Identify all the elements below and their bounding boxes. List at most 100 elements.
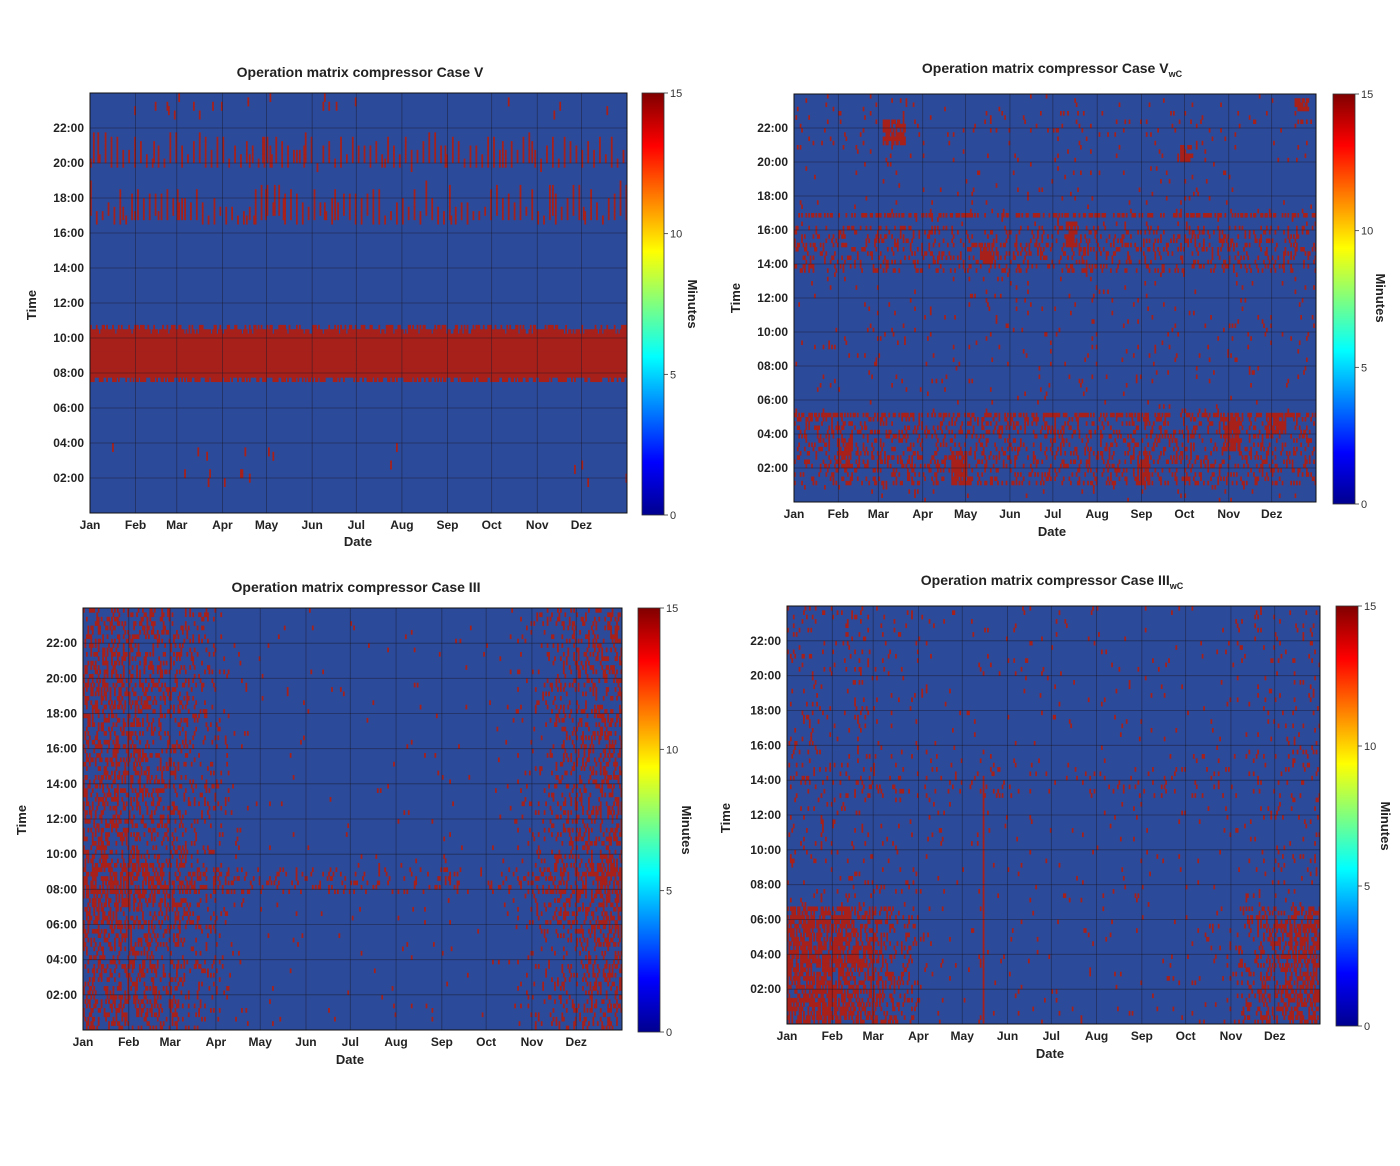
- operating-cell: [991, 400, 994, 405]
- operating-cell: [1087, 251, 1089, 256]
- operating-cell: [219, 211, 222, 216]
- operating-cell: [165, 911, 168, 917]
- operating-cell: [176, 211, 181, 216]
- operating-cell: [319, 206, 322, 212]
- operating-cell: [859, 225, 862, 231]
- operating-cell: [1024, 429, 1026, 435]
- colorbar-tick-label: 0: [670, 510, 676, 522]
- operating-cell: [1263, 446, 1265, 452]
- operating-cell: [984, 468, 986, 473]
- operating-cell: [859, 259, 862, 265]
- operating-cell: [152, 981, 155, 987]
- operating-cell: [1100, 429, 1102, 435]
- operating-cell: [1180, 242, 1182, 248]
- operating-cell: [1255, 451, 1258, 456]
- y-tick-label: 14:00: [53, 261, 84, 275]
- operating-cell: [1183, 421, 1185, 426]
- operating-cell: [1303, 264, 1305, 269]
- operating-cell: [167, 902, 169, 908]
- y-tick-label: 20:00: [53, 156, 84, 170]
- operating-cell: [1072, 429, 1077, 435]
- operating-cell: [1193, 442, 1195, 448]
- operating-cell: [1304, 102, 1308, 108]
- operating-cell: [268, 451, 270, 457]
- operating-cell: [1027, 259, 1029, 265]
- operating-cell: [912, 429, 915, 435]
- operating-cell: [895, 468, 898, 473]
- operating-cell: [604, 889, 607, 895]
- operating-cell: [334, 202, 336, 208]
- operating-cell: [158, 902, 162, 908]
- operating-cell: [1304, 366, 1307, 371]
- operating-cell: [351, 154, 354, 159]
- operating-cell: [448, 198, 451, 203]
- operating-cell: [240, 163, 242, 168]
- operating-cell: [554, 999, 556, 1004]
- operating-cell: [97, 977, 100, 982]
- operating-cell: [83, 937, 85, 943]
- operating-cell: [594, 324, 597, 330]
- operating-cell: [1044, 425, 1046, 431]
- operating-cell: [106, 977, 110, 982]
- operating-cell: [1195, 145, 1198, 150]
- operating-cell: [1207, 429, 1210, 435]
- operating-cell: [448, 211, 451, 216]
- operating-cell: [201, 968, 206, 974]
- operating-cell: [945, 442, 948, 448]
- operating-cell: [104, 145, 107, 151]
- operating-cell: [617, 1003, 621, 1009]
- operating-cell: [1140, 374, 1142, 380]
- operating-cell: [849, 412, 852, 418]
- operating-cell: [1208, 234, 1211, 239]
- operating-cell: [795, 225, 799, 231]
- operating-cell: [534, 154, 537, 159]
- operating-cell: [1313, 242, 1315, 248]
- operating-cell: [951, 429, 954, 435]
- operating-cell: [546, 928, 549, 934]
- operating-cell: [297, 377, 300, 383]
- operating-cell: [1014, 463, 1016, 469]
- operating-cell: [616, 999, 618, 1004]
- operating-cell: [210, 915, 212, 921]
- operating-cell: [278, 198, 281, 203]
- operating-cell: [154, 101, 157, 107]
- operating-cell: [517, 915, 519, 921]
- operating-cell: [201, 219, 204, 225]
- panel-2: Operation matrix compressor Case VwC 02:…: [728, 60, 1388, 539]
- operating-cell: [413, 215, 416, 221]
- operating-cell: [549, 1012, 552, 1018]
- operating-cell: [1085, 238, 1088, 244]
- operating-cell: [160, 193, 163, 199]
- operating-cell: [241, 902, 243, 908]
- operating-cell: [1162, 421, 1167, 426]
- operating-cell: [904, 336, 906, 341]
- operating-cell: [1210, 438, 1212, 443]
- operating-cell: [875, 119, 878, 125]
- operating-cell: [260, 189, 263, 194]
- operating-cell: [440, 377, 442, 383]
- operating-cell: [590, 189, 592, 194]
- operating-cell: [886, 213, 892, 218]
- operating-cell: [137, 937, 143, 943]
- operating-cell: [981, 459, 984, 465]
- operating-cell: [815, 213, 818, 218]
- operating-cell: [884, 455, 886, 460]
- operating-cell: [587, 158, 590, 164]
- operating-cell: [596, 1021, 599, 1026]
- operating-cell: [490, 377, 500, 383]
- operating-cell: [404, 329, 407, 334]
- operating-cell: [587, 145, 590, 151]
- x-tick-label: Feb: [828, 507, 849, 521]
- operating-cell: [620, 964, 623, 969]
- operating-cell: [394, 329, 404, 334]
- operating-cell: [1049, 476, 1052, 482]
- operating-cell: [176, 906, 178, 912]
- operating-cell: [921, 242, 924, 248]
- operating-cell: [585, 911, 589, 917]
- operating-cell: [1243, 247, 1245, 252]
- operating-cell: [1128, 119, 1131, 125]
- operating-cell: [1274, 480, 1278, 486]
- operating-cell: [98, 377, 104, 383]
- operating-cell: [557, 981, 559, 987]
- operating-cell: [1184, 238, 1190, 244]
